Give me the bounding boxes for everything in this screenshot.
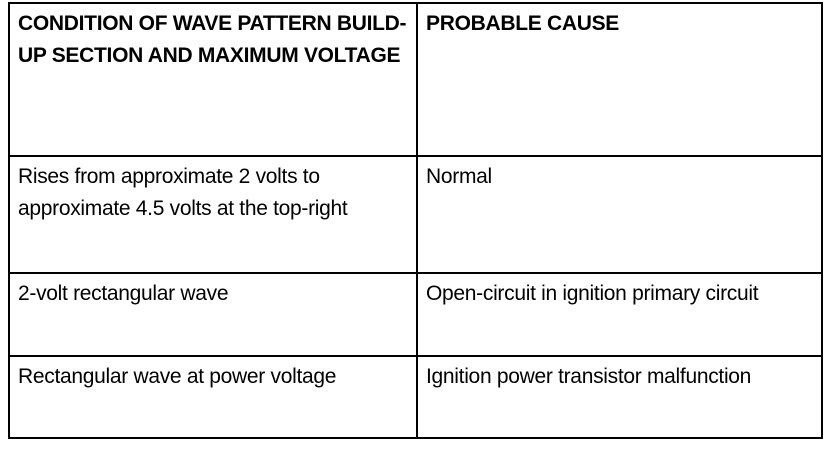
cause-cell: Open-circuit in ignition primary circuit (416, 272, 823, 357)
condition-cell: Rises from approximate 2 volts to approx… (8, 155, 418, 274)
condition-cell: 2-volt rectangular wave (8, 272, 418, 357)
table-row: 2-volt rectangular wave Open-circuit in … (8, 272, 823, 357)
condition-cell: Rectangular wave at power voltage (8, 355, 418, 439)
header-probable-cause: PROBABLE CAUSE (416, 2, 823, 157)
cause-cell: Ignition power transistor malfunction (416, 355, 823, 439)
header-condition: CONDITION OF WAVE PATTERN BUILD-UP SECTI… (8, 2, 418, 157)
cause-cell: Normal (416, 155, 823, 274)
diagnosis-table: CONDITION OF WAVE PATTERN BUILD-UP SECTI… (8, 2, 823, 439)
table-row: Rises from approximate 2 volts to approx… (8, 155, 823, 274)
table-row: Rectangular wave at power voltage Igniti… (8, 355, 823, 439)
table-header-row: CONDITION OF WAVE PATTERN BUILD-UP SECTI… (8, 2, 823, 157)
